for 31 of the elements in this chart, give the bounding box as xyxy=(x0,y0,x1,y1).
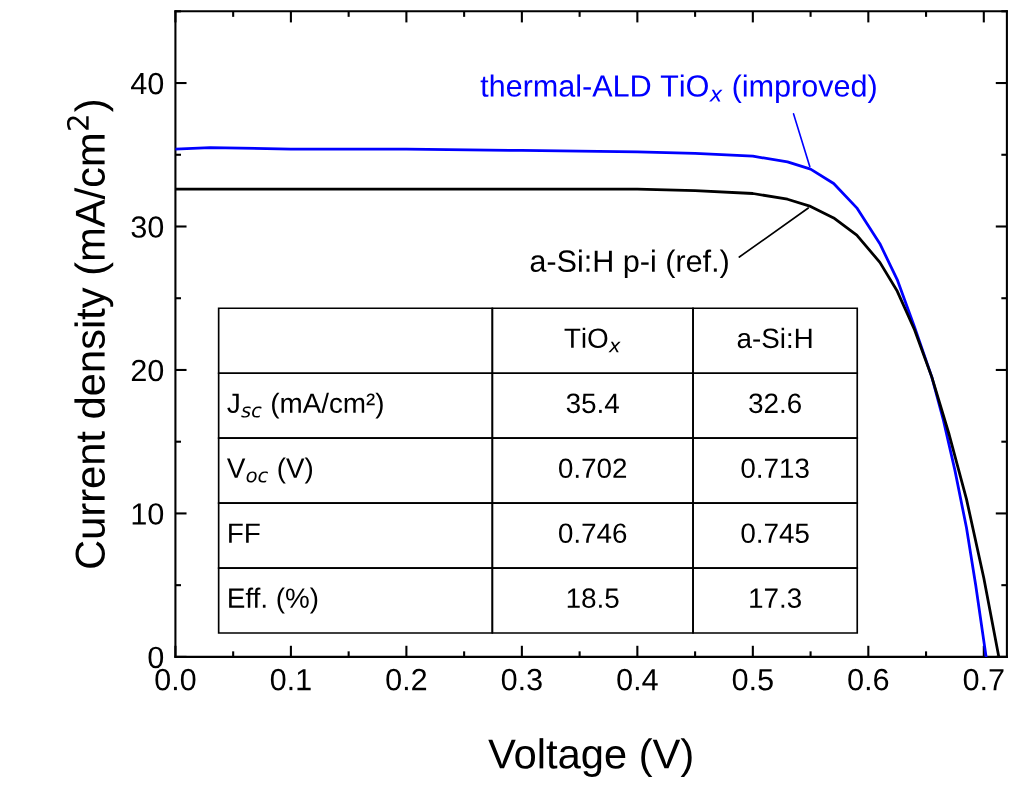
y-tick-label: 30 xyxy=(131,216,164,238)
x-tick-label: 0.7 xyxy=(963,668,1004,691)
annotation: 32.6 xyxy=(749,393,801,414)
x-tick-label: 0.3 xyxy=(501,668,542,691)
annotation: J$_{sc}$ (mA/cm²) xyxy=(227,392,383,419)
annotation: FF xyxy=(229,523,260,543)
annotation: 35.4 xyxy=(566,393,619,414)
annotation: 0.702 xyxy=(559,458,627,479)
x-tick-label: 0.1 xyxy=(270,668,311,691)
annotation: 18.5 xyxy=(567,588,619,608)
series-label: thermal-ALD TiO$_{x}$ (improved) xyxy=(480,74,876,103)
y-tick-label: 10 xyxy=(132,503,164,525)
annotation: 0.746 xyxy=(559,523,627,544)
annotation: TiO$_{x}$ xyxy=(564,327,621,353)
x-tick-label: 0.2 xyxy=(386,668,427,691)
annotation: 0.745 xyxy=(741,523,809,544)
annotation: Eff. (%) xyxy=(229,587,318,614)
y-tick-label: 40 xyxy=(131,72,164,95)
x-tick-label: 0.6 xyxy=(848,668,889,691)
y-tick-label: 20 xyxy=(131,359,164,382)
annotation: a-Si:H xyxy=(737,327,812,349)
annotation: 0.713 xyxy=(741,458,809,479)
x-axis-title: Voltage (V) xyxy=(488,738,692,777)
annotation: 17.3 xyxy=(750,588,801,608)
series-label: a-Si:H p-i (ref.) xyxy=(530,249,728,279)
annotation: V$_{oc}$ (V) xyxy=(226,457,313,484)
y-tick-label: 0 xyxy=(148,646,164,669)
x-tick-label: 0.5 xyxy=(732,668,773,691)
x-tick-label: 0.4 xyxy=(617,668,658,691)
y-axis-title: Current density (mA/cm$^{2}$) xyxy=(66,100,114,568)
x-tick-label: 0.0 xyxy=(155,668,196,691)
